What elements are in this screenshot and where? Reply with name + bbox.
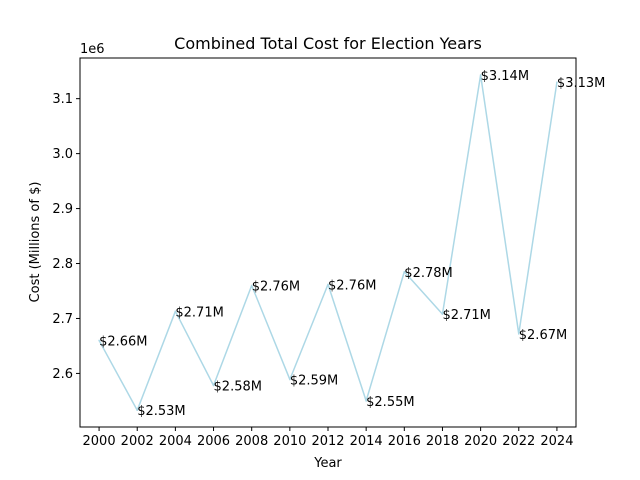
data-label: $2.76M bbox=[328, 278, 376, 293]
x-tick-label: 2022 bbox=[502, 434, 535, 449]
data-point bbox=[250, 284, 253, 287]
data-label: $3.14M bbox=[481, 69, 529, 84]
data-label: $3.13M bbox=[557, 76, 605, 91]
y-tick-label: 3.1 bbox=[52, 92, 73, 107]
x-tick-label: 2018 bbox=[426, 434, 459, 449]
data-label: $2.67M bbox=[519, 328, 567, 343]
data-label: $2.71M bbox=[442, 308, 490, 323]
data-label: $2.58M bbox=[214, 380, 262, 395]
x-tick-label: 2002 bbox=[121, 434, 154, 449]
y-axis-label: Cost (Millions of $) bbox=[28, 182, 43, 303]
y-tick-label: 3.0 bbox=[52, 147, 73, 162]
data-point bbox=[212, 384, 215, 387]
x-tick-label: 2016 bbox=[388, 434, 421, 449]
data-label: $2.66M bbox=[99, 334, 147, 349]
data-label: $2.78M bbox=[404, 266, 452, 281]
plot-layer: 2000 2002 2004 2006 2008 2010 2012 2014 2016 2018… bbox=[52, 69, 605, 449]
y-offset-label: 1e6 bbox=[80, 42, 105, 57]
x-tick-label: 2004 bbox=[159, 434, 192, 449]
data-label: $2.59M bbox=[290, 373, 338, 388]
data-point bbox=[365, 400, 367, 402]
data-point bbox=[441, 313, 444, 315]
y-tick-label: 2.9 bbox=[52, 202, 73, 217]
y-tick-label: 2.6 bbox=[52, 367, 73, 382]
y-tick-label: 2.7 bbox=[52, 312, 73, 327]
data-label: $2.53M bbox=[137, 404, 185, 419]
data-point bbox=[98, 339, 100, 342]
x-tick-label: 2010 bbox=[273, 434, 306, 449]
data-point bbox=[327, 283, 329, 286]
data-point bbox=[136, 409, 139, 412]
x-tick-label: 2006 bbox=[197, 434, 230, 449]
data-point bbox=[556, 81, 558, 83]
x-tick-label: 2020 bbox=[464, 434, 497, 449]
data-label: $2.76M bbox=[252, 279, 300, 294]
x-tick-label: 2012 bbox=[311, 434, 344, 449]
chart-title: Combined Total Cost for Election Years bbox=[174, 34, 482, 53]
data-point bbox=[517, 333, 520, 335]
plot-frame bbox=[79, 57, 577, 428]
data-point bbox=[289, 378, 291, 381]
data-point bbox=[174, 310, 177, 313]
x-tick-label: 2014 bbox=[350, 434, 383, 449]
x-axis-label: Year bbox=[313, 456, 342, 471]
data-label: $2.71M bbox=[175, 305, 223, 320]
x-tick-label: 2000 bbox=[83, 434, 116, 449]
x-tick-label: 2024 bbox=[540, 434, 573, 449]
data-label: $2.55M bbox=[366, 395, 414, 410]
x-tick-label: 2008 bbox=[235, 434, 268, 449]
data-point bbox=[403, 270, 406, 273]
y-tick-label: 2.8 bbox=[52, 257, 73, 272]
data-point bbox=[479, 74, 482, 76]
